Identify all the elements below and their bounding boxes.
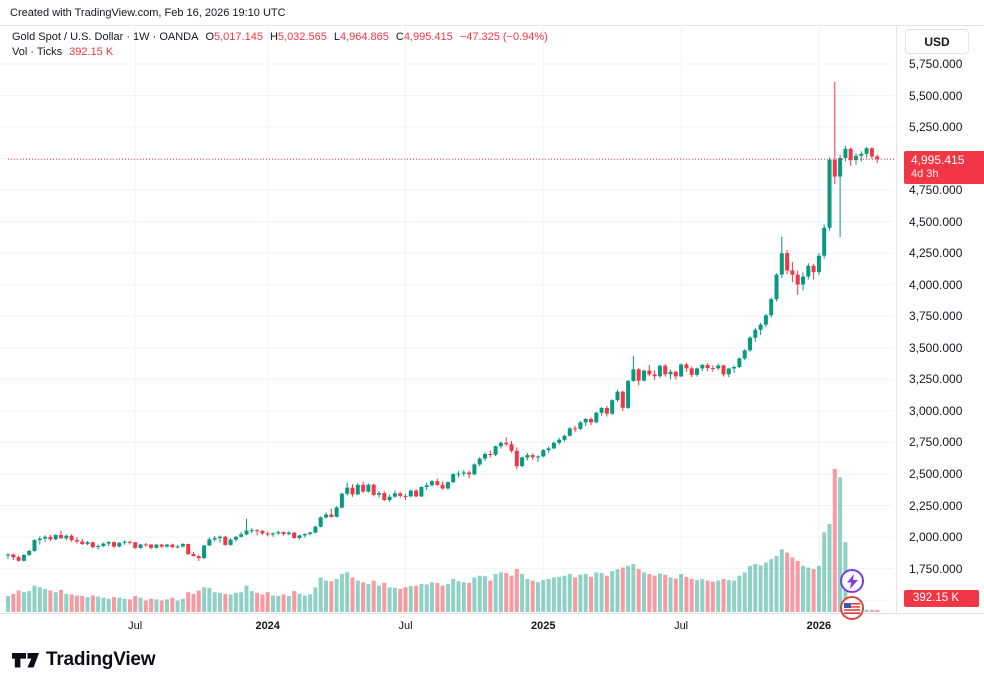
price-tick-label: 2,750.000 bbox=[909, 435, 963, 450]
time-tick-label: Jul bbox=[674, 620, 689, 632]
price-tick-label: 4,500.000 bbox=[909, 214, 963, 229]
tradingview-logo-icon bbox=[12, 652, 39, 667]
price-tick-label: 1,750.000 bbox=[909, 561, 963, 576]
time-tick-label: Jul bbox=[128, 620, 143, 632]
time-axis[interactable]: Jul 2024 Jul 2025 Jul 2026 bbox=[0, 613, 984, 638]
us-flag-badge-icon[interactable] bbox=[840, 596, 864, 620]
last-price-value: 4,995.415 bbox=[911, 153, 965, 167]
us-flag-icon bbox=[844, 602, 860, 614]
volume-axis-label: 392.15 K bbox=[904, 590, 979, 607]
tradingview-footer[interactable]: TradingView bbox=[12, 649, 156, 671]
price-tick-label: 3,000.000 bbox=[909, 403, 963, 418]
bar-countdown: 4d 3h bbox=[911, 168, 939, 180]
symbol-title: Gold Spot / U.S. Dollar · 1W · OANDA bbox=[12, 31, 199, 43]
ohlc-low: L4,964.865 bbox=[333, 31, 389, 43]
price-tick-label: 2,000.000 bbox=[909, 530, 963, 545]
price-tick-label: 3,250.000 bbox=[909, 372, 963, 387]
price-axis-divider bbox=[896, 25, 897, 637]
price-axis[interactable]: 5,750.0005,500.0005,250.0005,000.0004,75… bbox=[897, 25, 984, 613]
attribution-text: Created with TradingView.com, Feb 16, 20… bbox=[10, 7, 286, 19]
price-tick-label: 5,500.000 bbox=[909, 88, 963, 103]
chart-legend[interactable]: Gold Spot / U.S. Dollar · 1W · OANDA O5,… bbox=[12, 30, 548, 60]
volume-row-label: Vol · Ticks bbox=[12, 46, 63, 58]
price-tick-label: 4,750.000 bbox=[909, 183, 963, 198]
price-tick-label: 2,250.000 bbox=[909, 498, 963, 513]
chart-top-divider bbox=[0, 25, 984, 26]
time-tick-label: Jul bbox=[398, 620, 413, 632]
price-tick-label: 3,750.000 bbox=[909, 309, 963, 324]
tradingview-brand-text: TradingView bbox=[46, 649, 156, 670]
currency-usd-button[interactable]: USD bbox=[905, 29, 969, 54]
time-tick-label: 2024 bbox=[255, 620, 280, 632]
price-tick-label: 4,000.000 bbox=[909, 277, 963, 292]
price-tick-label: 5,750.000 bbox=[909, 57, 963, 71]
time-tick-label: 2025 bbox=[531, 620, 556, 632]
legend-volume-row: Vol · Ticks 392.15 K bbox=[12, 45, 548, 60]
lightning-badge-icon[interactable] bbox=[840, 569, 864, 593]
ohlc-high: H5,032.565 bbox=[269, 31, 327, 43]
ohlc-close: C4,995.415 bbox=[395, 31, 453, 43]
price-tick-label: 2,500.000 bbox=[909, 466, 963, 481]
volume-row-value: 392.15 K bbox=[69, 46, 114, 58]
price-tick-label: 4,250.000 bbox=[909, 246, 963, 261]
ohlc-open: O5,017.145 bbox=[205, 31, 263, 43]
legend-symbol-row: Gold Spot / U.S. Dollar · 1W · OANDA O5,… bbox=[12, 30, 548, 45]
lightning-icon bbox=[846, 573, 858, 589]
last-price-label: 4,995.415 4d 3h bbox=[904, 151, 984, 184]
price-tick-label: 3,500.000 bbox=[909, 340, 963, 355]
price-tick-label: 5,250.000 bbox=[909, 120, 963, 135]
price-change: −47.325 (−0.94%) bbox=[459, 31, 548, 43]
time-tick-label: 2026 bbox=[806, 620, 832, 632]
